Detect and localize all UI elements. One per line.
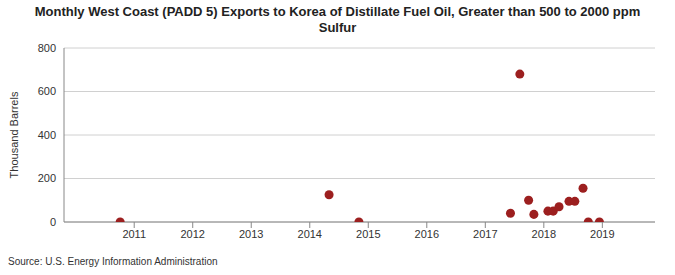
svg-text:2012: 2012 — [180, 228, 204, 240]
svg-text:2014: 2014 — [298, 228, 322, 240]
svg-text:2013: 2013 — [239, 228, 263, 240]
svg-text:2019: 2019 — [590, 228, 614, 240]
svg-text:0: 0 — [50, 216, 56, 228]
svg-text:2018: 2018 — [532, 228, 556, 240]
html-text:Source: U.S. Energy Informatio: Source: U.S. Energy Information Administ… — [8, 256, 218, 267]
svg-text:600: 600 — [38, 85, 56, 97]
svg-text:400: 400 — [38, 129, 56, 141]
svg-text:Thousand Barrels: Thousand Barrels — [8, 91, 20, 178]
svg-text:2015: 2015 — [356, 228, 380, 240]
svg-text:2011: 2011 — [122, 228, 146, 240]
svg-text:2016: 2016 — [415, 228, 439, 240]
svg-text:2017: 2017 — [473, 228, 497, 240]
svg-text:800: 800 — [38, 42, 56, 54]
html-text:Monthly West Coast (PADD 5) Ex: Monthly West Coast (PADD 5) Exports to K… — [34, 4, 641, 35]
svg-text:200: 200 — [38, 172, 56, 184]
